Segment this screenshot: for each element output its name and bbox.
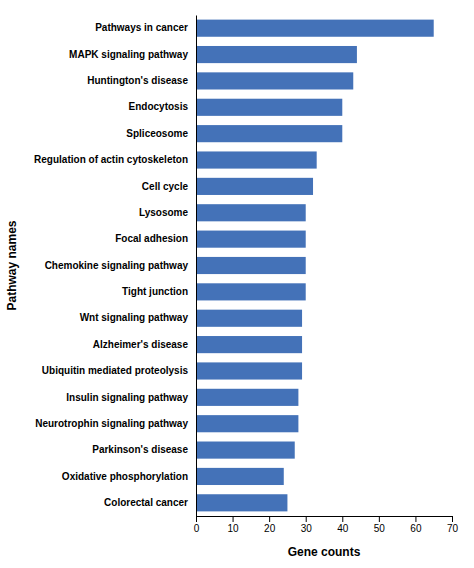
bar: [196, 125, 342, 142]
tick: Cell cycle: [142, 181, 189, 192]
tick: Huntington's disease: [87, 75, 188, 86]
tick-mark: [342, 516, 343, 522]
y-axis-title: Pathway names: [5, 220, 19, 310]
tick-label: Alzheimer's disease: [93, 339, 189, 350]
tick-label: Ubiquitin mediated proteolysis: [42, 365, 189, 376]
tick: Tight junction: [122, 286, 188, 297]
tick: Neurotrophin signaling pathway: [35, 418, 188, 429]
tick: Chemokine signaling pathway: [45, 260, 189, 271]
tick-label: Tight junction: [122, 286, 188, 297]
tick-label: Huntington's disease: [87, 75, 188, 86]
bar: [196, 178, 313, 195]
tick: 50: [374, 516, 386, 534]
axis-line: [196, 16, 197, 517]
tick: Wnt signaling pathway: [80, 312, 189, 323]
tick: 60: [410, 516, 422, 534]
bar: [196, 231, 306, 248]
bar: [196, 362, 302, 379]
tick: MAPK signaling pathway: [69, 49, 188, 60]
tick-label: 70: [447, 523, 459, 534]
tick: Regulation of actin cytoskeleton: [34, 154, 188, 165]
bar: [196, 20, 434, 37]
tick-label: Parkinson's disease: [92, 444, 188, 455]
tick: Colorectal cancer: [104, 497, 188, 508]
tick: Insulin signaling pathway: [66, 392, 188, 403]
bar: [196, 99, 342, 116]
tick-label: 20: [264, 523, 276, 534]
bar: [196, 204, 306, 221]
tick: Pathways in cancer: [95, 22, 188, 33]
tick-label: Neurotrophin signaling pathway: [35, 418, 188, 429]
tick-label: 40: [337, 523, 349, 534]
bar: [196, 151, 317, 168]
tick-label: Pathways in cancer: [95, 22, 188, 33]
tick-label: MAPK signaling pathway: [69, 49, 188, 60]
bar: [196, 442, 295, 459]
bar: [196, 46, 357, 63]
tick-label: Cell cycle: [142, 181, 189, 192]
tick-label: Insulin signaling pathway: [66, 392, 188, 403]
tick-label: Lysosome: [139, 207, 189, 218]
x-axis-title: Gene counts: [288, 545, 361, 559]
bar: [196, 257, 306, 274]
bar: [196, 336, 302, 353]
bars: [196, 20, 434, 512]
tick: Ubiquitin mediated proteolysis: [42, 365, 189, 376]
axis-line: [197, 517, 453, 523]
tick: Endocytosis: [129, 101, 189, 112]
bar: [196, 415, 298, 432]
tick-mark: [379, 516, 380, 522]
tick: Spliceosome: [126, 128, 188, 139]
tick: Focal adhesion: [115, 233, 188, 244]
tick-label: 60: [410, 523, 422, 534]
bar: [196, 310, 302, 327]
tick: 10: [228, 516, 240, 534]
bar: [196, 468, 284, 485]
tick-mark: [415, 516, 416, 522]
plot: 0 10 20 30 40 50 60 70 Colorectal cancer Oxidativ…: [34, 16, 458, 535]
tick-label: 10: [228, 523, 240, 534]
tick-label: Focal adhesion: [115, 233, 188, 244]
tick-label: Chemokine signaling pathway: [45, 260, 189, 271]
x-axis: 0 10 20 30 40 50 60 70: [194, 516, 459, 534]
tick-mark: [269, 516, 270, 522]
tick-label: Wnt signaling pathway: [80, 312, 189, 323]
bar: [196, 283, 306, 300]
tick-label: 0: [194, 523, 200, 534]
tick-label: 30: [301, 523, 313, 534]
tick-label: Regulation of actin cytoskeleton: [34, 154, 188, 165]
tick-label: 50: [374, 523, 386, 534]
chart: 0 10 20 30 40 50 60 70 Colorectal cancer Oxidativ…: [0, 0, 474, 568]
tick-mark: [306, 516, 307, 522]
tick: Oxidative phosphorylation: [62, 471, 188, 482]
bar: [196, 494, 287, 511]
tick-mark: [233, 516, 234, 522]
tick: Lysosome: [139, 207, 189, 218]
tick: 70: [447, 516, 459, 534]
tick-mark: [196, 516, 197, 522]
tick-label: Spliceosome: [126, 128, 188, 139]
y-axis: Colorectal cancer Oxidative phosphorylati…: [34, 16, 196, 517]
bar: [196, 72, 353, 89]
tick: 30: [301, 516, 313, 534]
tick: 0: [194, 516, 200, 534]
tick: 40: [337, 516, 349, 534]
tick: Alzheimer's disease: [93, 339, 189, 350]
tick-label: Colorectal cancer: [104, 497, 188, 508]
tick: 20: [264, 516, 276, 534]
tick-label: Oxidative phosphorylation: [62, 471, 188, 482]
tick: Parkinson's disease: [92, 444, 188, 455]
tick-label: Endocytosis: [129, 101, 189, 112]
tick-mark: [452, 516, 453, 522]
bar: [196, 389, 298, 406]
